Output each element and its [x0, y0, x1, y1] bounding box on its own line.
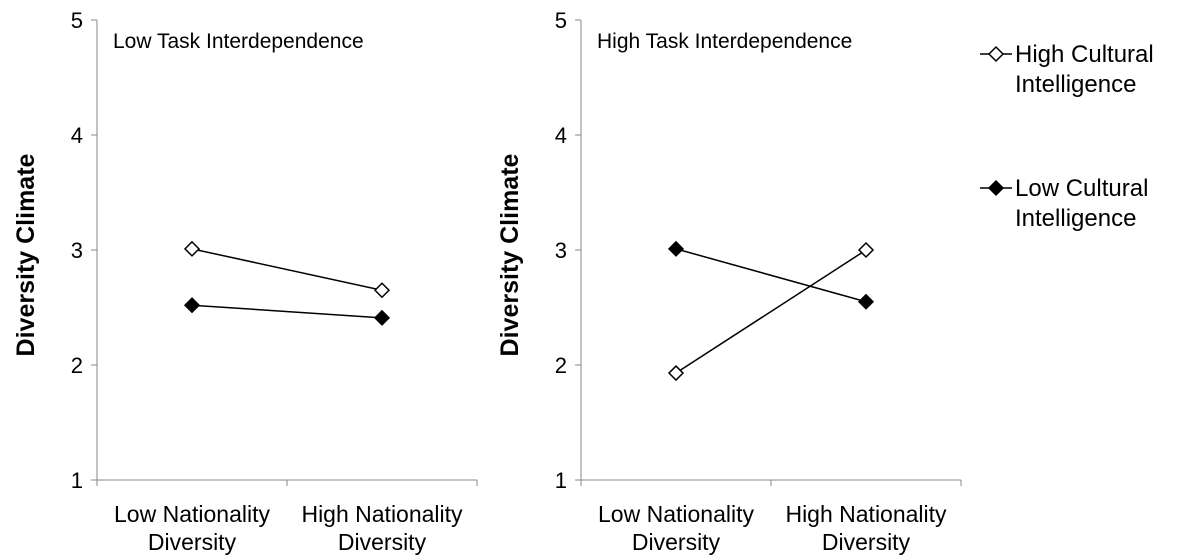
- legend-label: High Cultural: [1015, 41, 1154, 68]
- x-tick-label: High Nationality: [785, 501, 947, 527]
- series-line: [191, 248, 383, 291]
- y-tick-label: 2: [555, 353, 567, 378]
- panel-title: Low Task Interdependence: [113, 30, 364, 53]
- y-tick-label: 4: [71, 123, 83, 148]
- x-tick-label: Low Nationality: [114, 501, 270, 527]
- y-tick-label: 1: [71, 468, 83, 493]
- series-line: [191, 304, 383, 319]
- series-line: [675, 248, 867, 303]
- y-tick-label: 4: [555, 123, 567, 148]
- y-tick-label: 3: [555, 238, 567, 263]
- series-line: [675, 249, 867, 374]
- y-axis-title: Diversity Climate: [12, 153, 40, 356]
- data-point: [183, 240, 201, 257]
- y-axis-title: Diversity Climate: [496, 153, 524, 356]
- x-tick-label: High Nationality: [301, 501, 463, 527]
- y-tick-label: 3: [71, 238, 83, 263]
- data-point: [183, 297, 201, 314]
- x-tick-label: Low Nationality: [598, 501, 754, 527]
- data-point: [667, 240, 685, 257]
- y-tick-label: 2: [71, 353, 83, 378]
- legend-label: Intelligence: [1015, 205, 1136, 232]
- legend-marker: [987, 45, 1005, 63]
- y-tick-label: 1: [555, 468, 567, 493]
- y-tick-label: 5: [71, 8, 83, 33]
- data-point: [667, 364, 685, 382]
- x-tick-label: Diversity: [632, 529, 721, 555]
- x-tick-label: Diversity: [822, 529, 911, 555]
- panel-title: High Task Interdependence: [597, 30, 852, 53]
- legend-label: Intelligence: [1015, 71, 1136, 98]
- legend-label: Low Cultural: [1015, 175, 1148, 202]
- data-point: [373, 309, 391, 326]
- data-point: [857, 241, 875, 259]
- data-point: [857, 293, 875, 310]
- x-tick-label: Diversity: [338, 529, 427, 555]
- legend-marker: [987, 179, 1005, 197]
- data-point: [373, 282, 391, 299]
- y-tick-label: 5: [555, 8, 567, 33]
- legend: High Cultural Intelligence Low Cultural Int…: [980, 41, 1154, 232]
- x-tick-label: Diversity: [148, 529, 237, 555]
